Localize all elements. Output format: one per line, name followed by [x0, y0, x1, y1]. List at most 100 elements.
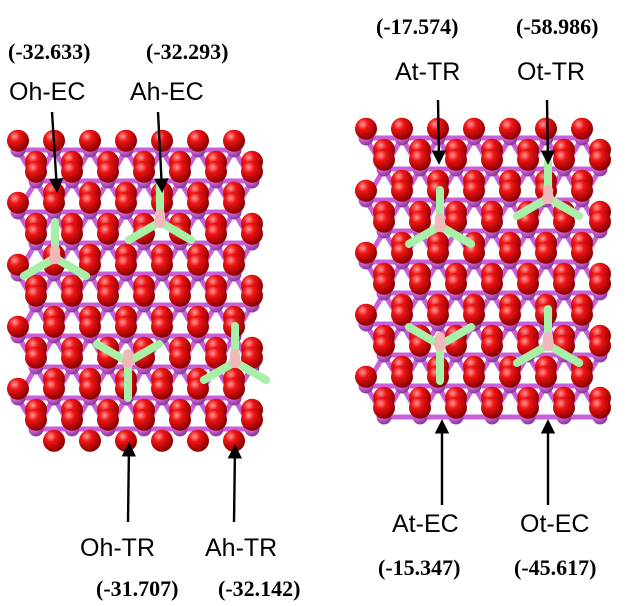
oxygen-atom — [355, 117, 377, 140]
oxygen-atom — [355, 365, 377, 388]
dopant-atom — [542, 192, 554, 204]
oxygen-atom — [151, 377, 173, 400]
oxygen-atom — [409, 210, 431, 233]
oxygen-atom — [481, 396, 503, 419]
ah-ec-label: Ah-EC — [130, 78, 204, 106]
oxygen-atom — [25, 222, 47, 245]
oxygen-atom — [481, 272, 503, 295]
dopant-atom — [229, 356, 241, 368]
oxygen-atom — [391, 365, 413, 388]
oxygen-atom — [25, 284, 47, 307]
oxygen-atom — [7, 253, 29, 276]
ot-ec-label: Ot-EC — [520, 510, 589, 538]
oxygen-atom — [43, 315, 65, 338]
ah-ec-value: (-32.293) — [146, 39, 228, 64]
oxygen-atom — [445, 148, 467, 171]
right-slab-dopants — [404, 158, 584, 385]
oxygen-atom — [7, 377, 29, 400]
at-ec-label: At-EC — [392, 510, 459, 538]
oxygen-atom — [115, 191, 137, 214]
oxygen-atom — [427, 241, 449, 264]
oxygen-atom — [25, 408, 47, 431]
oxygen-atom — [373, 334, 395, 357]
at-tr-label: At-TR — [395, 58, 460, 86]
dopant-atom — [542, 339, 554, 351]
dopant-arm — [436, 222, 476, 248]
arrow-oh-ec — [49, 111, 64, 193]
oxygen-atom — [481, 148, 503, 171]
oxygen-atom — [553, 210, 575, 233]
oxygen-atom — [25, 346, 47, 369]
oxygen-atom — [115, 315, 137, 338]
oxygen-atom — [481, 334, 503, 357]
oxygen-atom — [463, 365, 485, 388]
oh-ec-value: (-32.633) — [8, 39, 90, 64]
oxygen-atom — [463, 303, 485, 326]
oh-tr-label: Oh-TR — [80, 534, 155, 562]
oxygen-atom — [205, 346, 227, 369]
oxygen-atom — [7, 191, 29, 214]
left-crystal-slab — [7, 129, 271, 452]
oxygen-atom — [169, 408, 191, 431]
oxygen-atom — [499, 241, 521, 264]
oxygen-atom — [151, 315, 173, 338]
oxygen-atom — [187, 253, 209, 276]
oxygen-atom — [571, 179, 593, 202]
oxygen-atom — [571, 117, 593, 140]
oxygen-atom — [535, 241, 557, 264]
oxygen-atom — [79, 429, 101, 452]
oxygen-atom — [61, 284, 83, 307]
oxygen-atom — [61, 222, 83, 245]
oxygen-atom — [571, 365, 593, 388]
oxygen-atom — [97, 408, 119, 431]
dopant-atom — [154, 216, 166, 228]
oxygen-atom — [409, 396, 431, 419]
oxygen-atom — [97, 284, 119, 307]
oxygen-atom — [205, 408, 227, 431]
oxygen-atom — [115, 429, 137, 452]
oxygen-atom — [205, 222, 227, 245]
oxygen-atom — [373, 396, 395, 419]
oxygen-atom — [205, 284, 227, 307]
ot-ec-value: (-45.617) — [514, 555, 596, 580]
dopant-atom — [49, 252, 61, 264]
oxygen-atom — [535, 117, 557, 140]
arrow-ah-ec — [154, 111, 169, 193]
oxygen-atom — [133, 408, 155, 431]
dopant-arm — [404, 323, 444, 349]
oxygen-atom — [7, 315, 29, 338]
oxygen-atom — [79, 191, 101, 214]
oxygen-atom — [61, 160, 83, 183]
oxygen-atom — [589, 210, 611, 233]
oxygen-atom — [151, 129, 173, 152]
oxygen-atom — [133, 160, 155, 183]
oxygen-atom — [589, 148, 611, 171]
oxygen-atom — [223, 129, 245, 152]
oxygen-atom — [445, 210, 467, 233]
oxygen-atom — [553, 396, 575, 419]
at-ec-value: (-15.347) — [378, 555, 460, 580]
oxygen-atom — [589, 272, 611, 295]
oxygen-atom — [427, 303, 449, 326]
left-slab-dopants — [19, 182, 271, 402]
oxygen-atom — [223, 191, 245, 214]
oxygen-atom — [409, 148, 431, 171]
oxygen-atom — [553, 272, 575, 295]
oxygen-atom — [241, 408, 263, 431]
oxygen-atom — [97, 222, 119, 245]
oxygen-atom — [61, 408, 83, 431]
left-slab-oxygens — [7, 129, 263, 452]
right-slab-oxygens — [355, 117, 611, 419]
oxygen-atom — [79, 377, 101, 400]
oxygen-atom — [589, 396, 611, 419]
dopant-arm — [404, 222, 444, 248]
right-crystal-slab — [355, 117, 611, 425]
oxygen-atom — [499, 303, 521, 326]
oh-ec-label: Oh-EC — [9, 78, 85, 106]
dopant-atom — [434, 339, 446, 351]
arrow-at-tr — [431, 99, 447, 165]
oxygen-atom — [355, 241, 377, 264]
oxygen-atom — [43, 429, 65, 452]
oxygen-atom — [535, 365, 557, 388]
